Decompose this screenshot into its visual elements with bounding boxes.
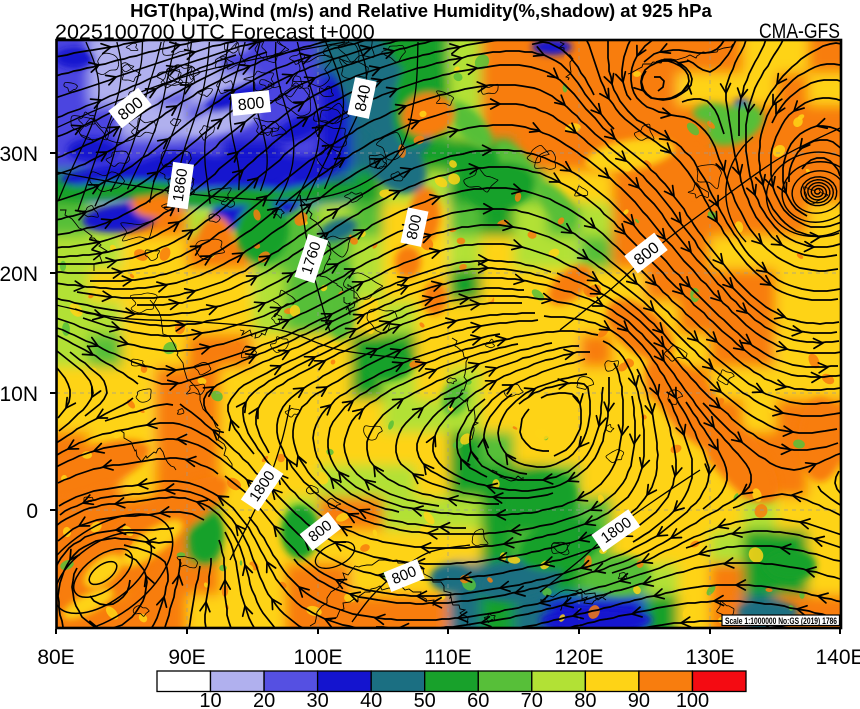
svg-text:10: 10 <box>199 690 221 709</box>
svg-text:100E: 100E <box>293 646 342 669</box>
svg-text:Scale 1:1000000 No:GS (2019) 1: Scale 1:1000000 No:GS (2019) 1786 <box>725 616 837 626</box>
svg-text:90: 90 <box>628 690 650 709</box>
svg-text:30N: 30N <box>0 143 38 166</box>
svg-text:130E: 130E <box>685 646 734 669</box>
svg-text:800: 800 <box>404 213 426 241</box>
svg-text:50: 50 <box>414 690 436 709</box>
svg-text:10N: 10N <box>0 383 38 406</box>
svg-text:140E: 140E <box>815 646 860 669</box>
svg-text:1860: 1860 <box>170 167 191 202</box>
svg-text:40: 40 <box>360 690 382 709</box>
svg-text:110E: 110E <box>424 646 472 669</box>
svg-text:840: 840 <box>352 83 374 113</box>
svg-text:HGT(hpa),Wind (m/s) and Relati: HGT(hpa),Wind (m/s) and Relative Humidit… <box>130 0 712 21</box>
svg-text:30: 30 <box>306 690 328 709</box>
svg-text:20: 20 <box>253 690 275 709</box>
svg-text:20N: 20N <box>0 263 38 286</box>
svg-text:60: 60 <box>467 690 489 709</box>
svg-text:80: 80 <box>574 690 596 709</box>
svg-text:90E: 90E <box>168 646 205 669</box>
svg-text:CMA-GFS: CMA-GFS <box>759 20 840 43</box>
svg-text:0: 0 <box>26 500 38 523</box>
svg-text:70: 70 <box>521 690 543 709</box>
svg-text:120E: 120E <box>554 646 603 669</box>
svg-text:80E: 80E <box>37 646 74 669</box>
svg-text:800: 800 <box>237 95 265 115</box>
svg-text:100: 100 <box>676 690 709 709</box>
